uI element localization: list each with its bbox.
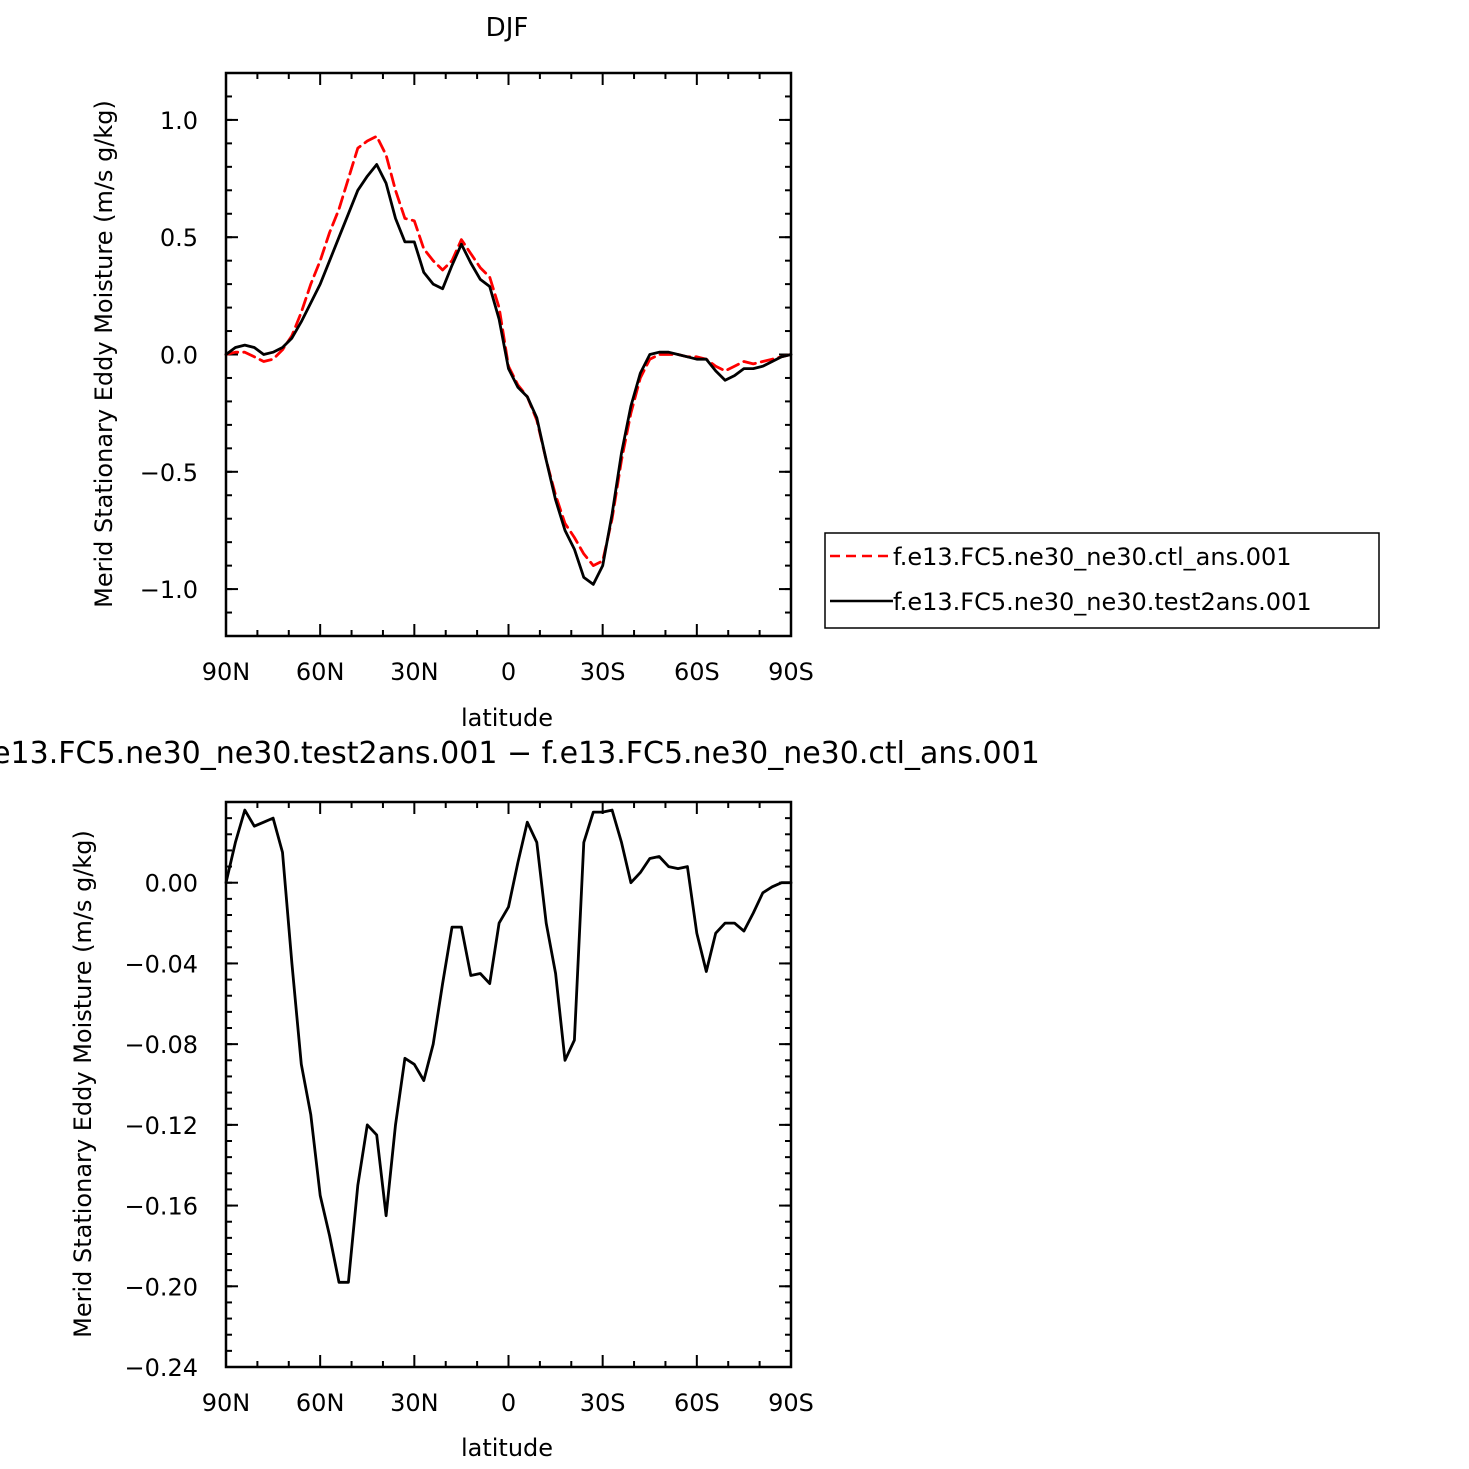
top-chart-title: DJF xyxy=(486,13,529,43)
bottom-xtick-label: 30S xyxy=(580,1389,626,1417)
bottom-panel: f.e13.FC5.ne30_ne30.test2ans.001 − f.e13… xyxy=(0,736,1040,1462)
bottom-y-axis-label: Merid Stationary Eddy Moisture (m/s g/kg… xyxy=(69,830,97,1338)
top-y-axis-label: Merid Stationary Eddy Moisture (m/s g/kg… xyxy=(90,100,118,608)
bottom-ytick-label: 0.00 xyxy=(145,870,198,898)
top-xtick-label: 60S xyxy=(674,658,720,686)
bottom-plot-frame xyxy=(224,800,793,1369)
legend: f.e13.FC5.ne30_ne30.ctl_ans.001 f.e13.FC… xyxy=(824,532,1380,629)
bottom-xtick-label: 0 xyxy=(501,1389,516,1417)
bottom-xtick-label: 90S xyxy=(768,1389,814,1417)
bottom-ytick-label: −0.16 xyxy=(124,1193,198,1221)
bottom-ytick-label: −0.24 xyxy=(124,1354,198,1382)
bottom-xtick-label: 60N xyxy=(296,1389,345,1417)
top-xtick-label: 0 xyxy=(501,658,516,686)
top-series-line-0 xyxy=(224,134,793,567)
legend-ctl-label: f.e13.FC5.ne30_ne30.ctl_ans.001 xyxy=(893,543,1292,571)
top-xtick-label: 30S xyxy=(580,658,626,686)
bottom-ytick-label: −0.08 xyxy=(124,1031,198,1059)
top-panel: DJF 90N 60N 30N 0 30S 60S 90S 1.0 0.5 0.0 −0.5 −1.0… xyxy=(90,13,814,732)
bottom-xtick-label: 90N xyxy=(202,1389,251,1417)
top-xtick-label: 30N xyxy=(390,658,439,686)
top-ytick-label: 1.0 xyxy=(160,107,198,135)
bottom-ytick-label: −0.04 xyxy=(124,950,198,978)
bottom-xtick-label: 30N xyxy=(390,1389,439,1417)
top-xtick-label: 90N xyxy=(202,658,251,686)
bottom-chart-title: f.e13.FC5.ne30_ne30.test2ans.001 − f.e13… xyxy=(0,736,1040,771)
legend-box xyxy=(824,532,1380,629)
top-xtick-label: 60N xyxy=(296,658,345,686)
bottom-plot-area: 90N 60N 30N 0 30S 60S 90S 0.00 −0.04 −0.08 −0.12 −0… xyxy=(124,801,814,1417)
top-ytick-label: 0.5 xyxy=(160,224,198,252)
top-ytick-label: −0.5 xyxy=(140,459,198,487)
top-xtick-label: 90S xyxy=(768,658,814,686)
top-ytick-label: −1.0 xyxy=(140,576,198,604)
top-series-line-1 xyxy=(224,163,793,586)
bottom-series-line-0 xyxy=(224,808,793,1284)
top-plot-area: 90N 60N 30N 0 30S 60S 90S 1.0 0.5 0.0 −0.5 −1.0 xyxy=(140,72,814,686)
bottom-x-axis-label: latitude xyxy=(461,1434,553,1462)
bottom-ytick-label: −0.20 xyxy=(124,1273,198,1301)
bottom-ytick-label: −0.12 xyxy=(124,1112,198,1140)
legend-test-label: f.e13.FC5.ne30_ne30.test2ans.001 xyxy=(893,588,1312,616)
top-x-axis-label: latitude xyxy=(461,704,553,732)
bottom-xtick-label: 60S xyxy=(674,1389,720,1417)
top-plot-frame xyxy=(224,71,793,638)
top-ytick-label: 0.0 xyxy=(160,342,198,370)
